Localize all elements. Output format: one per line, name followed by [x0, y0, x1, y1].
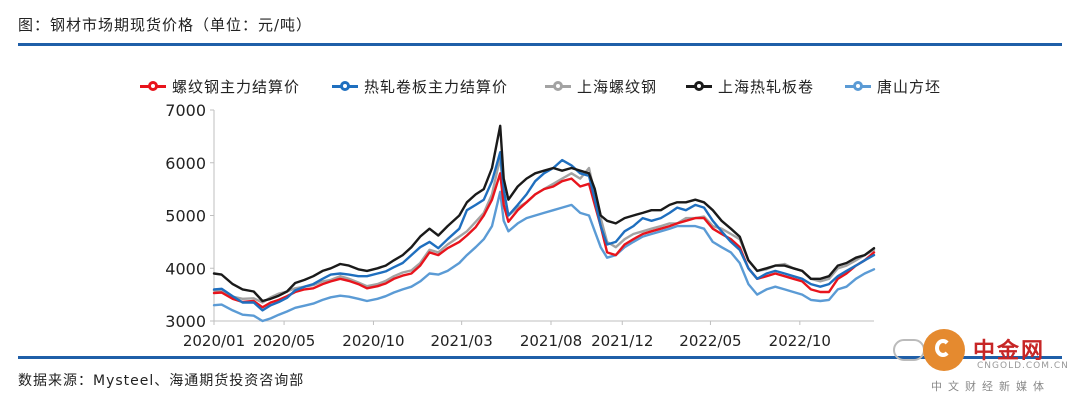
y-tick-label: 3000 — [165, 312, 206, 331]
y-tick-label: 7000 — [165, 101, 206, 120]
y-tick-label: 4000 — [165, 259, 206, 278]
legend-label: 唐山方坯 — [877, 77, 942, 96]
series-line-hrc-futures — [212, 150, 876, 312]
y-tick-label: 5000 — [165, 207, 206, 226]
x-tick-label: 2020/10 — [342, 332, 404, 350]
legend-item-tangshan-billet: 唐山方坯 — [845, 72, 941, 100]
x-tick-label: 2021/12 — [591, 332, 653, 350]
legend-item-shanghai-hrc: 上海热轧板卷 — [686, 72, 814, 100]
series-line-shanghai-hrc — [212, 124, 876, 303]
legend-swatch — [332, 79, 358, 93]
wechat-cloud-icon — [893, 339, 925, 361]
legend-swatch — [845, 79, 871, 93]
y-tick-label: 6000 — [165, 154, 206, 173]
x-tick-label: 2020/05 — [253, 332, 315, 350]
legend-item-rebar-futures: 螺纹钢主力结算价 — [140, 72, 300, 100]
legend-item-hrc-futures: 热轧卷板主力结算价 — [332, 72, 508, 100]
x-tick-label: 2021/03 — [430, 332, 492, 350]
legend-label: 螺纹钢主力结算价 — [172, 77, 301, 96]
legend-swatch — [686, 79, 712, 93]
legend-label: 热轧卷板主力结算价 — [364, 77, 509, 96]
legend-label: 上海螺纹钢 — [577, 77, 658, 96]
x-tick-label: 2022/10 — [769, 332, 831, 350]
bottom-rule — [18, 356, 1062, 359]
cngold-watermark: 中金网 CNGOLD.COM.CN 中文财经新媒体 — [893, 323, 1068, 393]
data-source-note: 数据来源：Mysteel、海通期货投资咨询部 — [18, 373, 305, 389]
watermark-brand: 中金网 — [973, 339, 1046, 364]
series-line-shanghai-rebar — [212, 156, 876, 304]
legend-label: 上海热轧板卷 — [718, 77, 815, 96]
x-tick-label: 2020/01 — [183, 332, 245, 350]
cngold-logo-icon — [923, 329, 965, 371]
x-tick-label: 2022/05 — [679, 332, 741, 350]
figure-title: 图：钢材市场期现货价格（单位：元/吨） — [18, 16, 313, 34]
series-line-tangshan-billet — [212, 190, 876, 323]
watermark-url: CNGOLD.COM.CN — [977, 361, 1069, 371]
legend-swatch — [140, 79, 166, 93]
chart-legend: 螺纹钢主力结算价 热轧卷板主力结算价 上海螺纹钢 上海热轧板卷 唐山方坯 — [0, 72, 1080, 100]
x-tick-label: 2021/08 — [520, 332, 582, 350]
top-rule — [18, 43, 1062, 46]
watermark-tagline: 中文财经新媒体 — [931, 380, 1050, 393]
legend-item-shanghai-rebar: 上海螺纹钢 — [545, 72, 657, 100]
legend-swatch — [545, 79, 571, 93]
